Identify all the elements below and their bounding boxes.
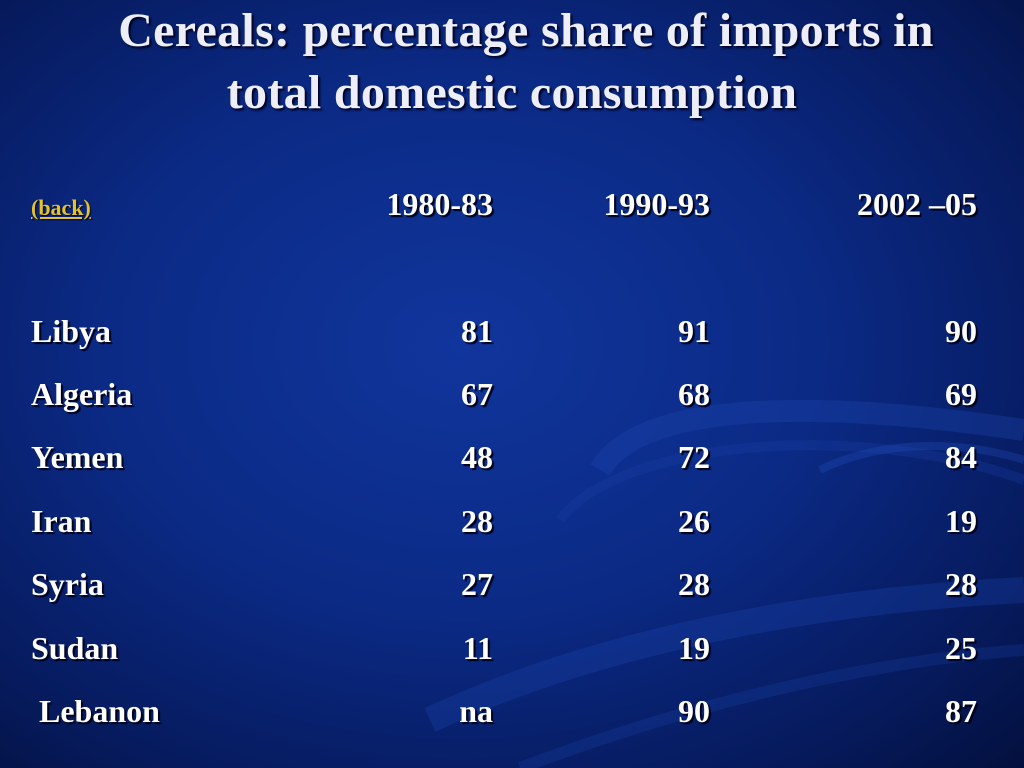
column-header-1980-83: 1980-83 (386, 186, 493, 222)
table-cell: 72 (678, 439, 710, 475)
row-label: Iran (31, 503, 92, 539)
row-label: Algeria (31, 376, 133, 412)
table-cell: 67 (461, 376, 493, 412)
table-cell: 25 (945, 630, 977, 666)
table-cell: 84 (945, 439, 977, 475)
table-cell: 68 (678, 376, 710, 412)
table-cell: 28 (678, 566, 710, 602)
table-cell: 91 (678, 313, 710, 349)
table-cell: 81 (461, 313, 493, 349)
table-cell: 87 (945, 693, 977, 729)
table-cell: 69 (945, 376, 977, 412)
table-cell: 48 (461, 439, 493, 475)
table-cell: 28 (461, 503, 493, 539)
table-cell: 11 (462, 630, 493, 666)
back-link[interactable]: (back) (31, 195, 91, 220)
row-label: Libya (31, 313, 112, 349)
table-cell: na (459, 693, 493, 729)
table-cell: 19 (945, 503, 977, 539)
table-cell: 19 (678, 630, 710, 666)
table-cell: 90 (678, 693, 710, 729)
row-label: Sudan (31, 630, 119, 666)
row-label: Yemen (31, 439, 124, 475)
title-line-1: Cereals: percentage share of imports in (118, 4, 934, 57)
title-line-2: total domestic consumption (226, 66, 798, 119)
column-header-1990-93: 1990-93 (603, 186, 710, 222)
table-cell: 26 (678, 503, 710, 539)
row-label: Syria (31, 566, 104, 602)
table-cell: 90 (945, 313, 977, 349)
column-header-2002-05: 2002 –05 (857, 186, 977, 222)
table-cell: 28 (945, 566, 977, 602)
slide-title: Cereals: percentage share of imports in … (0, 0, 1024, 124)
table-cell: 27 (461, 566, 493, 602)
row-label: Lebanon (31, 693, 160, 729)
